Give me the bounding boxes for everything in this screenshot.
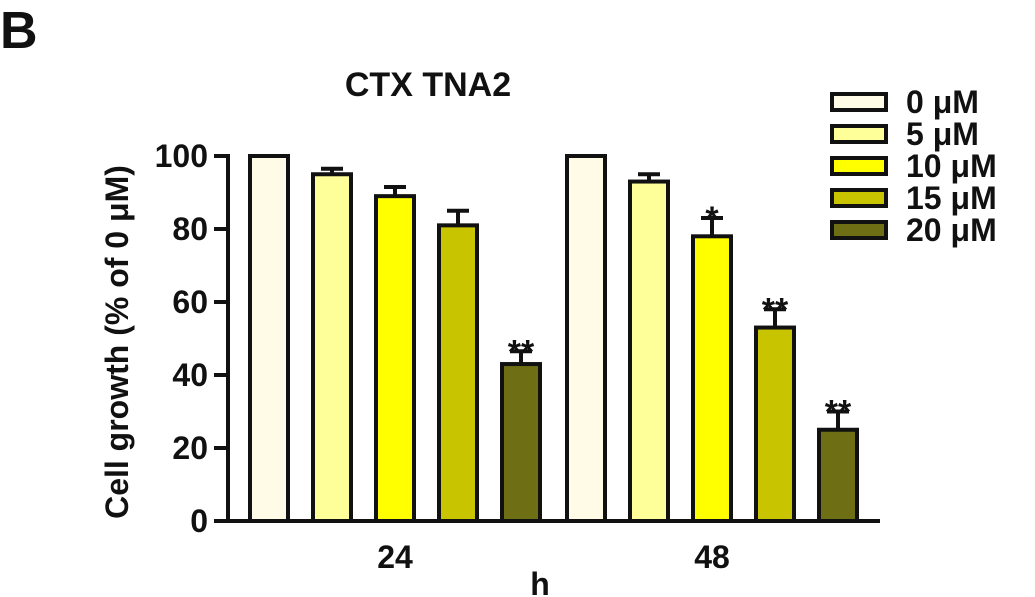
significance-marker: ** (508, 333, 535, 371)
x-category-label: 48 (694, 539, 730, 575)
bar (248, 154, 290, 523)
bar (691, 234, 733, 524)
legend-label: 5 μM (906, 116, 979, 152)
legend-swatch (830, 124, 888, 144)
y-tick-label: 40 (172, 357, 208, 393)
bar (374, 194, 416, 523)
bar (817, 427, 859, 523)
bar (628, 179, 670, 524)
y-axis-label: Cell growth (% of 0 μM) (99, 165, 135, 519)
y-ticks: 0 20 40 60 80 100 (155, 138, 228, 539)
x-category-label: 24 (377, 539, 413, 575)
bar (311, 172, 353, 523)
bar (565, 154, 607, 523)
legend-label: 15 μM (906, 180, 997, 216)
legend-swatch (830, 156, 888, 176)
legend-label: 0 μM (906, 84, 979, 120)
significance-marker: * (705, 200, 719, 238)
legend-swatch (830, 188, 888, 208)
bar (754, 325, 796, 523)
significance-marker: ** (762, 291, 789, 329)
legend-label: 10 μM (906, 148, 997, 184)
x-category-labels: 24 48 (377, 539, 730, 575)
panel-label: B (0, 2, 38, 60)
bars-group: ******* (248, 154, 859, 524)
bar (437, 223, 479, 523)
legend-swatch (830, 92, 888, 112)
chart-title: CTX TNA2 (345, 66, 511, 104)
x-axis-label: h (530, 566, 550, 597)
y-tick-label: 0 (190, 503, 208, 539)
significance-marker: ** (825, 394, 852, 432)
bar (500, 362, 542, 523)
y-tick-label: 60 (172, 284, 208, 320)
legend-swatch (830, 220, 888, 240)
y-tick-label: 100 (155, 138, 208, 174)
y-tick-label: 20 (172, 430, 208, 466)
legend-label: 20 μM (906, 212, 997, 248)
y-tick-label: 80 (172, 211, 208, 247)
